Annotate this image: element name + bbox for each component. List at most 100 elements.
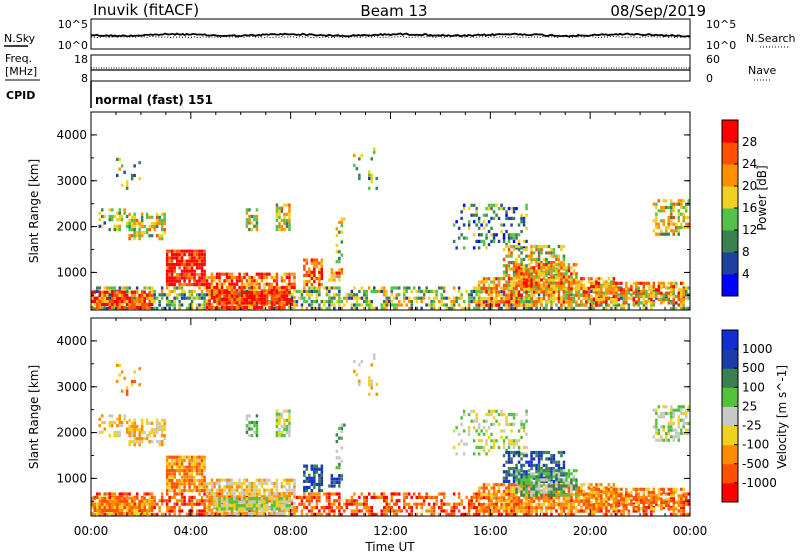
velocity-cell [118, 496, 121, 500]
power-cell [116, 211, 119, 215]
velocity-cell [170, 455, 174, 459]
velocity-cell [183, 459, 186, 463]
power-cell [303, 300, 306, 304]
velocity-cell [143, 508, 146, 512]
velocity-cell [308, 485, 311, 490]
velocity-cell [333, 484, 336, 488]
velocity-cell [293, 491, 296, 496]
velocity-cell [520, 435, 523, 440]
power-cell [612, 291, 616, 295]
power-cell [243, 305, 246, 310]
power-cell [388, 300, 391, 304]
power-cell [572, 269, 576, 273]
nave-label: Nave [748, 64, 776, 77]
power-cell [203, 253, 206, 257]
power-cell [175, 293, 179, 297]
power-cell [173, 249, 176, 253]
velocity-cell [180, 475, 184, 479]
velocity-cell [135, 502, 139, 506]
velocity-cell [223, 500, 226, 504]
power-cell [685, 209, 688, 213]
power-cell [190, 306, 194, 310]
power-cell [562, 287, 566, 291]
power-cell [555, 269, 558, 273]
velocity-cell [290, 502, 294, 506]
power-cell [120, 290, 124, 294]
power-cell [675, 222, 678, 226]
velocity-cell [265, 481, 269, 486]
velocity-cell [318, 482, 321, 487]
velocity-cell [405, 492, 408, 496]
power-cell [205, 282, 209, 286]
power-cell [180, 263, 184, 267]
velocity-cell [203, 462, 206, 466]
power-cell [560, 303, 563, 307]
velocity-cell [101, 420, 104, 425]
power-colorbar-swatch [722, 164, 738, 187]
power-cell [250, 294, 254, 298]
power-cell [475, 300, 478, 304]
power-cell [410, 303, 413, 307]
velocity-cell [248, 507, 251, 511]
velocity-cell [425, 492, 428, 496]
power-cell [632, 289, 636, 293]
power-cell [265, 294, 269, 298]
power-cell [250, 279, 254, 283]
power-cell [228, 275, 231, 280]
power-cell [582, 303, 586, 307]
power-cell [133, 228, 136, 232]
velocity-cell [358, 502, 361, 506]
power-cell [260, 297, 264, 302]
power-cell [288, 206, 291, 210]
power-cell [140, 215, 144, 219]
power-cell [338, 268, 341, 272]
velocity-cell [188, 509, 191, 513]
velocity-cell [118, 511, 121, 516]
power-cell [310, 286, 314, 290]
power-cell [512, 233, 516, 237]
power-cell [318, 276, 321, 281]
power-cell [310, 293, 314, 297]
velocity-cell [160, 424, 164, 428]
power-cell [108, 228, 111, 232]
power-cell [567, 303, 571, 307]
velocity-cell [145, 502, 149, 506]
power-cell [265, 282, 269, 286]
power-cell [325, 293, 329, 297]
power-cell [502, 236, 506, 240]
velocity-cell [178, 462, 181, 466]
velocity-cell [285, 497, 289, 501]
velocity-cell [305, 467, 309, 471]
velocity-cell [330, 509, 334, 513]
power-cell [662, 300, 665, 304]
power-cell [520, 261, 523, 265]
velocity-cell [570, 499, 573, 503]
power-cell [462, 203, 466, 207]
power-cell [525, 272, 528, 276]
velocity-cell [273, 512, 276, 516]
velocity-cell [133, 434, 136, 438]
power-cell [645, 294, 648, 298]
power-cell [130, 234, 134, 238]
velocity-cell [403, 495, 406, 499]
power-cell [685, 286, 688, 290]
power-cell [255, 291, 259, 295]
power-cell [173, 266, 176, 270]
power-cell [452, 239, 456, 243]
power-cell [477, 289, 481, 293]
velocity-cell [175, 462, 179, 466]
velocity-cell [420, 512, 423, 516]
power-cell [560, 300, 563, 304]
power-cell [527, 272, 531, 276]
velocity-cell [198, 465, 201, 469]
power-cell [263, 275, 266, 280]
power-cell [490, 306, 493, 310]
power-cell [318, 270, 321, 274]
power-cell [318, 286, 321, 290]
power-cell [477, 233, 481, 237]
power-cell [198, 279, 201, 283]
velocity-cell [313, 467, 316, 471]
power-cell [323, 300, 326, 304]
power-cell [338, 296, 341, 300]
power-cell [225, 291, 229, 295]
